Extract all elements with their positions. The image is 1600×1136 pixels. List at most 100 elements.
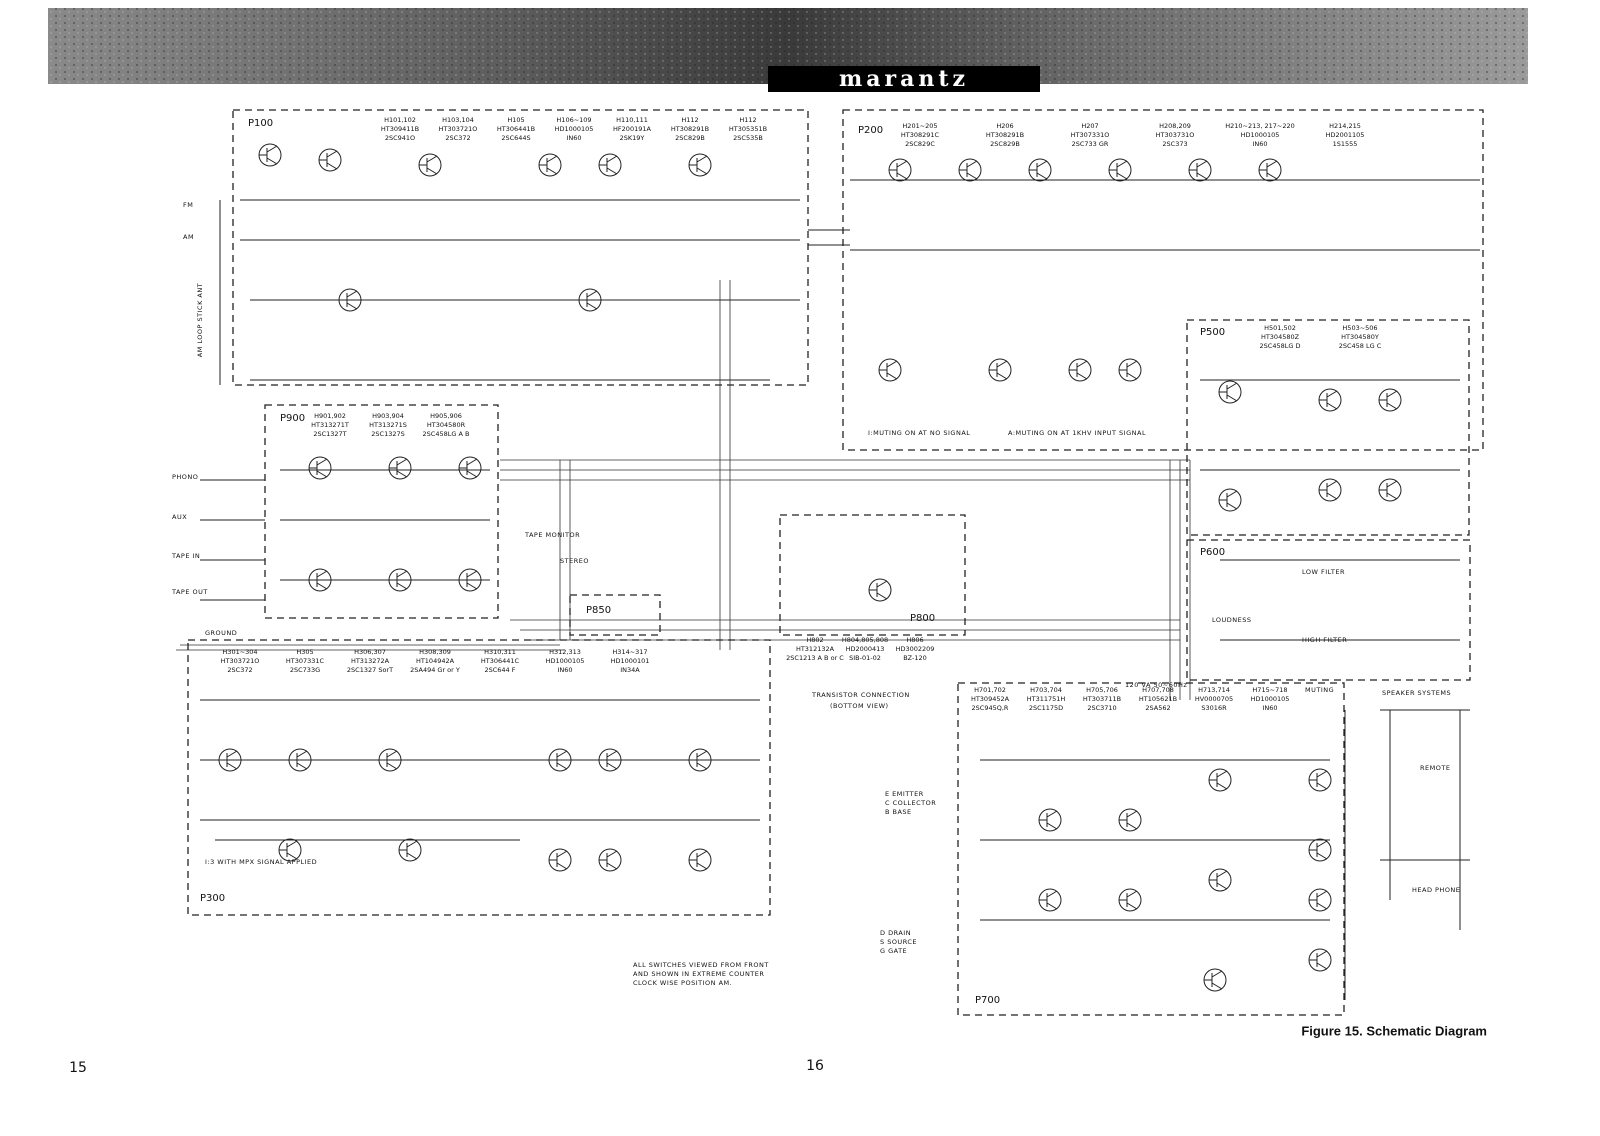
annotation: G GATE (880, 947, 907, 955)
transistor-symbol (389, 458, 408, 478)
annotation: I:MUTING ON AT NO SIGNAL (868, 429, 970, 437)
transistor-spec: H210~213, 217~220 (1225, 122, 1295, 130)
transistor-symbol (579, 290, 598, 310)
transistor-symbol (1119, 360, 1138, 380)
transistor-symbol (399, 840, 418, 860)
transistor-spec: HT312132A (796, 645, 835, 653)
transistor-symbol (989, 360, 1008, 380)
transistor-spec: HD1000105 (1251, 695, 1290, 703)
transistor-spec: H206 (996, 122, 1013, 130)
annotation: HIGH FILTER (1302, 636, 1347, 644)
transistor-spec: 2SC1327S (371, 430, 404, 438)
transistor-spec: HT105621B (1139, 695, 1177, 703)
annotation: LOW FILTER (1302, 568, 1345, 576)
board-outline (1186, 539, 1471, 681)
transistor-spec: 2SC373 (1162, 140, 1187, 148)
transistor-spec: IN60 (1262, 704, 1277, 712)
page-number: 16 (806, 1058, 824, 1074)
annotation: REMOTE (1420, 764, 1450, 772)
wiring (176, 179, 1480, 1000)
annotation: S SOURCE (880, 938, 917, 946)
transistor-spec: 2SC829B (675, 134, 705, 142)
annotation: TRANSISTOR CONNECTION (811, 691, 910, 699)
transistor-spec: HT309452A (971, 695, 1010, 703)
transistor-spec: HT313271T (311, 421, 349, 429)
annotation: TAPE MONITOR (524, 531, 580, 539)
transistor-spec: H501,502 (1264, 324, 1296, 332)
transistor-spec: H905,906 (430, 412, 462, 420)
transistor-symbol (1259, 160, 1278, 180)
annotation: TAPE OUT (171, 588, 208, 596)
transistor-symbol (869, 580, 888, 600)
transistor-symbol (1069, 360, 1088, 380)
transistor-symbol (1209, 770, 1228, 790)
transistor-spec: H804,805,808 (842, 636, 888, 644)
transistor-spec: 2SA494 Gr or Y (410, 666, 460, 674)
transistor-spec: 2SC372 (227, 666, 252, 674)
transistor-spec: H106~109 (556, 116, 591, 124)
annotation: HEAD PHONE (1412, 886, 1460, 894)
transistor-spec: HT303731O (1156, 131, 1195, 139)
transistor-spec: HD1000101 (611, 657, 650, 665)
transistor-spec: 2SC458LG D (1260, 342, 1301, 350)
transistor-spec: HT313272A (351, 657, 390, 665)
transistor-symbol (599, 750, 618, 770)
annotation: I:3 WITH MPX SIGNAL APPLIED (205, 858, 317, 866)
transistor-spec: H713,714 (1198, 686, 1230, 694)
transistor-symbol (1209, 870, 1228, 890)
transistor-spec: HV0000705 (1195, 695, 1233, 703)
transistor-spec: 2SC945Q,R (972, 704, 1009, 712)
transistor-spec: 2SC535B (733, 134, 763, 142)
annotation: (BOTTOM VIEW) (830, 702, 889, 710)
transistor-spec: H208,209 (1159, 122, 1191, 130)
transistor-symbol (1379, 390, 1398, 410)
transistor-spec: H503~506 (1342, 324, 1377, 332)
transistor-spec: HT304580R (427, 421, 466, 429)
transistor-spec: 2SC941O (385, 134, 415, 142)
transistor-symbol (1309, 770, 1328, 790)
transistor-spec: HT303721O (221, 657, 260, 665)
transistor-spec: 2SC829B (990, 140, 1020, 148)
transistor-spec: 2SC1175D (1029, 704, 1063, 712)
transistor-spec: HT305351B (729, 125, 767, 133)
transistor-symbol (879, 360, 898, 380)
page-number: 15 (69, 1060, 87, 1076)
transistor-spec: 2SC458LG A B (423, 430, 470, 438)
transistor-symbol (289, 750, 308, 770)
board-outline (187, 639, 771, 916)
annotation: C COLLECTOR (885, 799, 936, 807)
transistor-spec: HT303711B (1083, 695, 1121, 703)
transistor-spec: H112 (739, 116, 756, 124)
transistor-spec: SIB-01-02 (849, 654, 881, 662)
transistor-spec: IN60 (1252, 140, 1267, 148)
transistor-symbol (1039, 890, 1058, 910)
transistor-spec: HD2000413 (846, 645, 885, 653)
transistor-symbol (599, 155, 618, 175)
transistor-spec: H101,102 (384, 116, 416, 124)
board-label: P200 (858, 125, 883, 136)
annotation: LOUDNESS (1212, 616, 1252, 624)
transistor-spec: HT313271S (369, 421, 407, 429)
transistor-spec: 2SC733 GR (1072, 140, 1109, 148)
transistor-symbol (689, 155, 708, 175)
transistor-spec: HT306441B (497, 125, 535, 133)
annotation: 120 VA 50~60Hz (1125, 681, 1187, 689)
board-label: P700 (975, 995, 1000, 1006)
transistor-symbol (1204, 970, 1223, 990)
transistor-spec: HT311751H (1027, 695, 1066, 703)
transistor-spec: H207 (1081, 122, 1098, 130)
annotation: B BASE (885, 808, 912, 816)
annotation: TAPE IN (171, 552, 200, 560)
board-label: P300 (200, 893, 225, 904)
transistor-spec: HF200191A (613, 125, 651, 133)
transistor-spec: HT104942A (416, 657, 455, 665)
transistor-spec: 2SK19Y (620, 134, 645, 142)
transistor-symbol (419, 155, 438, 175)
annotation: E EMITTER (885, 790, 924, 798)
transistor-spec: HT308291B (671, 125, 709, 133)
transistor-symbol (459, 570, 478, 590)
board-label: P600 (1200, 547, 1225, 558)
transistor-spec: HD1000105 (555, 125, 594, 133)
transistor-symbol (889, 160, 908, 180)
